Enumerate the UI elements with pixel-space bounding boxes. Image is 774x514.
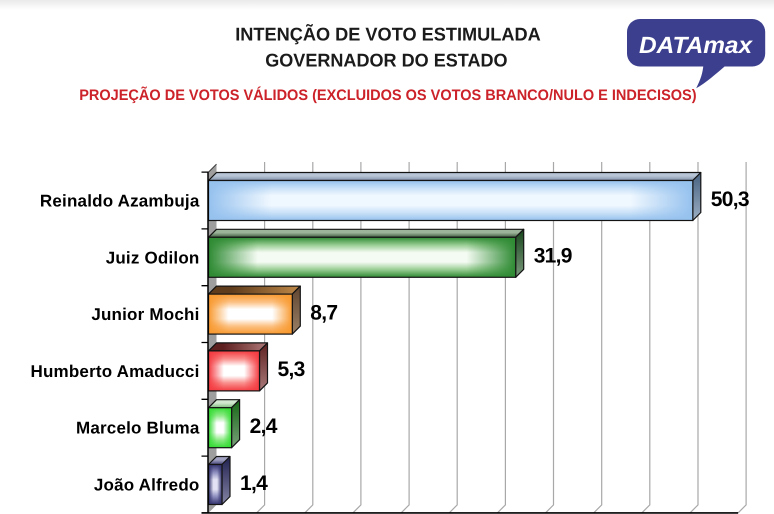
svg-text:Juiz Odilon: Juiz Odilon bbox=[106, 248, 200, 267]
svg-text:Reinaldo Azambuja: Reinaldo Azambuja bbox=[40, 192, 200, 211]
svg-text:INTENÇÃO DE VOTO ESTIMULADA: INTENÇÃO DE VOTO ESTIMULADA bbox=[235, 24, 541, 45]
svg-text:DATAmax: DATAmax bbox=[639, 32, 753, 58]
svg-text:GOVERNADOR DO ESTADO: GOVERNADOR DO ESTADO bbox=[265, 50, 507, 71]
svg-text:31,9: 31,9 bbox=[534, 245, 572, 268]
svg-text:Junior Mochi: Junior Mochi bbox=[91, 305, 199, 324]
svg-text:João Alfredo: João Alfredo bbox=[94, 476, 200, 495]
svg-text:50,3: 50,3 bbox=[711, 188, 749, 211]
svg-text:1,4: 1,4 bbox=[240, 472, 268, 495]
svg-text:Humberto Amaducci: Humberto Amaducci bbox=[30, 362, 199, 381]
svg-text:PROJEÇÃO DE VOTOS VÁLIDOS (EXC: PROJEÇÃO DE VOTOS VÁLIDOS (EXCLUIDOS OS … bbox=[79, 86, 696, 104]
svg-text:2,4: 2,4 bbox=[250, 415, 278, 438]
svg-text:Marcelo Bluma: Marcelo Bluma bbox=[76, 419, 200, 438]
svg-text:5,3: 5,3 bbox=[278, 358, 305, 381]
svg-text:8,7: 8,7 bbox=[310, 301, 337, 324]
